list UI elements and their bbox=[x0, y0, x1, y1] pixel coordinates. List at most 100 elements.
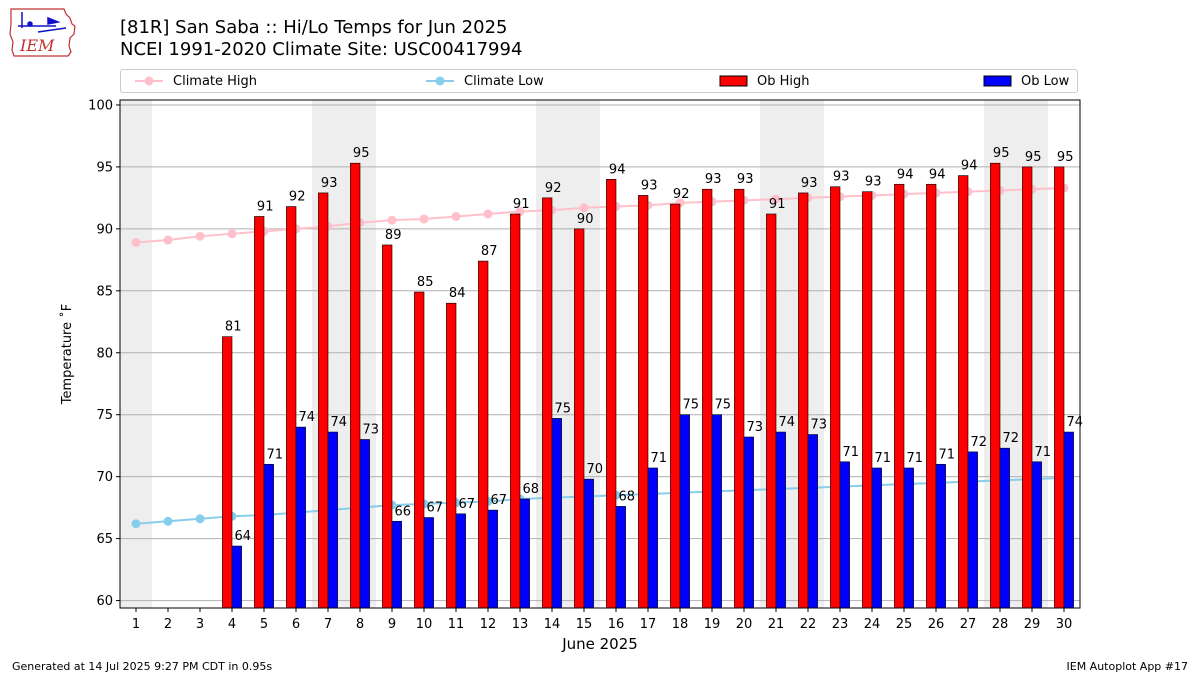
climate-high-point-12 bbox=[483, 209, 493, 219]
x-tick-label-2: 2 bbox=[164, 617, 172, 632]
ob-high-label-12: 87 bbox=[481, 244, 498, 259]
x-tick-label-9: 9 bbox=[388, 617, 396, 632]
ob-high-label-10: 85 bbox=[417, 275, 434, 290]
iem-logo-text: IEM bbox=[19, 36, 55, 55]
ob-high-label-16: 94 bbox=[609, 162, 626, 177]
ob-low-label-22: 73 bbox=[811, 418, 828, 433]
x-tick-label-18: 18 bbox=[672, 617, 689, 632]
ob-low-bar-6 bbox=[295, 426, 306, 609]
ob-low-bar-15 bbox=[583, 478, 594, 609]
x-tick-label-17: 17 bbox=[640, 617, 657, 632]
x-tick-label-24: 24 bbox=[864, 617, 881, 632]
climate-high-point-21 bbox=[771, 194, 781, 204]
ob-high-bar-20 bbox=[734, 188, 745, 609]
y-tick-label-80: 80 bbox=[96, 346, 113, 361]
ob-low-swatch-icon bbox=[983, 75, 1012, 87]
x-tick-label-23: 23 bbox=[832, 617, 849, 632]
climate-low-swatch-icon bbox=[426, 76, 454, 86]
ob-low-label-7: 74 bbox=[331, 415, 348, 430]
ob-low-bar-11 bbox=[455, 513, 466, 609]
ob-low-bar-19 bbox=[711, 414, 722, 609]
x-tick-label-12: 12 bbox=[480, 617, 497, 632]
ob-low-label-20: 73 bbox=[747, 420, 764, 435]
x-tick-label-21: 21 bbox=[768, 617, 785, 632]
ob-high-label-26: 94 bbox=[929, 167, 946, 182]
x-tick-label-20: 20 bbox=[736, 617, 753, 632]
ob-low-bar-23 bbox=[839, 461, 850, 609]
ob-high-label-4: 81 bbox=[225, 320, 242, 335]
ob-low-label-25: 71 bbox=[907, 451, 924, 466]
y-tick-label-95: 95 bbox=[96, 160, 113, 175]
ob-low-bar-12 bbox=[487, 509, 498, 609]
ob-low-bar-14 bbox=[551, 418, 562, 609]
ob-low-bar-18 bbox=[679, 414, 690, 609]
ob-low-bar-29 bbox=[1031, 461, 1042, 609]
ob-high-bar-24 bbox=[862, 191, 873, 609]
ob-low-label-28: 72 bbox=[1003, 431, 1020, 446]
ob-high-bar-19 bbox=[702, 188, 713, 609]
footer-app: IEM Autoplot App #17 bbox=[1066, 660, 1189, 673]
x-tick-label-3: 3 bbox=[196, 617, 204, 632]
x-tick-label-6: 6 bbox=[292, 617, 300, 632]
ob-high-label-28: 95 bbox=[993, 146, 1010, 161]
x-tick-label-22: 22 bbox=[800, 617, 817, 632]
x-tick-label-25: 25 bbox=[896, 617, 913, 632]
chart-subtitle: NCEI 1991-2020 Climate Site: USC00417994 bbox=[120, 39, 523, 60]
ob-high-label-19: 93 bbox=[705, 172, 722, 187]
y-tick-label-65: 65 bbox=[96, 532, 113, 547]
ob-high-bar-15 bbox=[574, 228, 585, 609]
legend-label-climate-high: Climate High bbox=[173, 73, 258, 89]
weekend-shade-day-1 bbox=[120, 100, 152, 608]
ob-high-bar-16 bbox=[606, 178, 617, 609]
ob-high-label-7: 93 bbox=[321, 176, 338, 191]
ob-high-label-9: 89 bbox=[385, 228, 402, 243]
ob-low-label-16: 68 bbox=[619, 489, 636, 504]
ob-low-label-17: 71 bbox=[651, 451, 668, 466]
ob-high-bar-6 bbox=[286, 206, 297, 609]
ob-high-label-18: 92 bbox=[673, 187, 690, 202]
ob-low-bar-27 bbox=[967, 451, 978, 609]
legend-item-ob-low: Ob Low bbox=[983, 70, 1069, 92]
ob-high-bar-5 bbox=[254, 216, 265, 609]
ob-high-bar-7 bbox=[318, 192, 329, 609]
ob-high-label-25: 94 bbox=[897, 167, 914, 182]
legend-label-climate-low: Climate Low bbox=[464, 73, 544, 89]
grid-lines bbox=[120, 104, 1080, 602]
ob-high-label-21: 91 bbox=[769, 197, 786, 212]
x-tick-label-29: 29 bbox=[1024, 617, 1041, 632]
ob-high-bar-27 bbox=[958, 175, 969, 609]
x-tick-label-10: 10 bbox=[416, 617, 433, 632]
chart-title: [81R] San Saba :: Hi/Lo Temps for Jun 20… bbox=[120, 17, 508, 38]
ob-low-label-21: 74 bbox=[779, 415, 796, 430]
ob-low-label-24: 71 bbox=[875, 451, 892, 466]
ob-low-label-18: 75 bbox=[683, 398, 700, 413]
ob-high-bar-4 bbox=[222, 336, 233, 609]
ob-low-bar-21 bbox=[775, 431, 786, 609]
x-tick-label-15: 15 bbox=[576, 617, 593, 632]
ob-high-label-5: 91 bbox=[257, 199, 274, 214]
legend-item-climate-low: Climate Low bbox=[424, 70, 544, 92]
climate-high-swatch-icon bbox=[135, 76, 163, 86]
ob-low-label-13: 68 bbox=[523, 482, 540, 497]
y-tick-label-100: 100 bbox=[88, 98, 113, 113]
climate-high-point-10 bbox=[419, 214, 429, 224]
ob-low-label-12: 67 bbox=[491, 493, 508, 508]
weather-station-icon bbox=[18, 12, 67, 33]
y-tick-label-75: 75 bbox=[96, 408, 113, 423]
x-tick-label-27: 27 bbox=[960, 617, 977, 632]
ob-high-label-30: 95 bbox=[1057, 150, 1074, 165]
ob-high-bar-13 bbox=[510, 213, 521, 609]
y-axis-label: Temperature ˚F bbox=[59, 304, 75, 405]
ob-low-bar-10 bbox=[423, 517, 434, 609]
ob-high-label-15: 90 bbox=[577, 212, 594, 227]
ob-low-label-19: 75 bbox=[715, 398, 732, 413]
plot-frame bbox=[119, 99, 1081, 609]
ob-high-label-8: 95 bbox=[353, 146, 370, 161]
bar-value-labels: 81 91 92 93 95 89 85 84 87 91 92 90 94 93 92 93 93 91 93 93… bbox=[225, 146, 1083, 544]
legend-item-climate-high: Climate High bbox=[133, 70, 257, 92]
y-tick-label-70: 70 bbox=[96, 470, 113, 485]
ob-high-bar-11 bbox=[446, 302, 457, 609]
ob-low-bar-5 bbox=[263, 463, 274, 609]
